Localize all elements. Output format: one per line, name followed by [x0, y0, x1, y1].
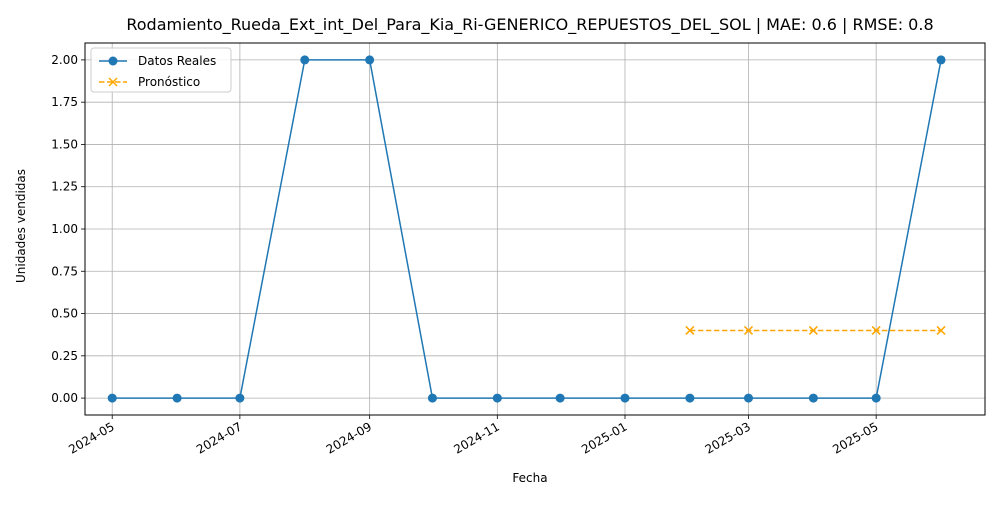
data-point	[743, 393, 753, 403]
data-point	[808, 325, 818, 335]
legend-item: Datos Reales	[99, 54, 216, 68]
data-point	[107, 393, 117, 403]
y-tick-label: 1.75	[51, 95, 78, 109]
data-point	[555, 393, 565, 403]
data-point	[172, 393, 182, 403]
x-tick-label: 2024-05	[66, 419, 116, 456]
data-point	[108, 77, 118, 87]
chart-title: Rodamiento_Rueda_Ext_int_Del_Para_Kia_Ri…	[126, 15, 933, 35]
legend-box	[90, 47, 232, 93]
x-tick-label: 2024-09	[324, 419, 374, 456]
data-point	[808, 393, 818, 403]
x-tick-label: 2024-07	[194, 419, 244, 456]
data-point	[365, 55, 375, 65]
legend-label: Pronóstico	[138, 75, 200, 89]
legend-label: Datos Reales	[138, 54, 216, 68]
series-line	[112, 59, 942, 399]
data-point	[300, 55, 310, 65]
data-point	[936, 325, 946, 335]
x-tick-label: 2025-03	[703, 419, 753, 456]
y-tick-label: 1.00	[51, 222, 78, 236]
y-tick-label: 0.25	[51, 349, 78, 363]
data-point	[235, 393, 245, 403]
y-axis-label: Unidades vendidas	[14, 169, 28, 283]
data-point	[620, 393, 630, 403]
y-tick-label: 0.50	[51, 307, 78, 321]
data-point	[871, 393, 881, 403]
data-point	[427, 393, 437, 403]
data-point	[936, 55, 946, 65]
y-tick-label: 0.00	[51, 391, 78, 405]
x-tick-label: 2024-11	[451, 419, 501, 456]
data-point	[685, 393, 695, 403]
x-tick-label: 2025-05	[830, 419, 880, 456]
data-point	[743, 325, 754, 335]
data-point	[492, 393, 502, 403]
y-tick-label: 0.75	[51, 264, 78, 278]
data-point	[871, 325, 881, 335]
y-tick-label: 2.00	[51, 53, 78, 67]
legend: Datos Reales Pronóstico	[90, 47, 232, 93]
series-layer	[107, 55, 946, 403]
series-datos-reales	[107, 55, 946, 403]
grid-layer	[85, 43, 985, 415]
y-tick-label: 1.50	[51, 137, 78, 151]
y-tick-label: 1.25	[51, 180, 78, 194]
data-point	[108, 56, 118, 66]
x-tick-label: 2025-01	[579, 419, 629, 456]
x-axis-label: Fecha	[512, 471, 547, 485]
series-pron-stico	[685, 325, 946, 335]
legend-item: Pronóstico	[99, 75, 200, 89]
data-point	[685, 325, 695, 335]
